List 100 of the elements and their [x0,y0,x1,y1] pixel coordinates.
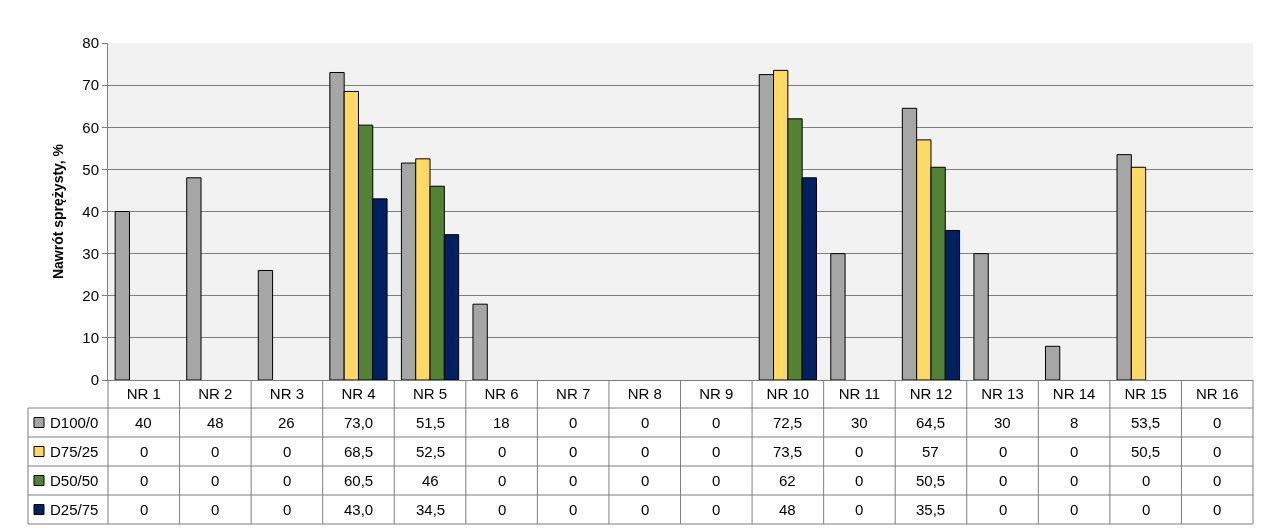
data-label: 40 [135,414,152,431]
x-tick-label: NR 13 [981,385,1024,402]
data-label: 0 [641,501,650,518]
data-label: 0 [641,414,650,431]
x-tick-label: NR 3 [269,385,304,402]
data-label: 0 [1213,472,1222,489]
x-tick-label: NR 2 [198,385,233,402]
data-label: 72,5 [773,414,803,431]
data-label: 34,5 [416,501,446,518]
x-tick-label: NR 10 [766,385,810,402]
data-label: 35,5 [916,501,946,518]
bar [114,211,130,380]
bar [1044,345,1061,380]
data-label: 8 [1070,414,1079,431]
data-label: 52,5 [416,443,446,460]
data-label: 64,5 [916,414,946,431]
data-label: 0 [569,414,578,431]
data-label: 0 [1142,472,1151,489]
data-label: 30 [851,414,868,431]
data-label: 0 [211,501,220,518]
data-label: 0 [1070,472,1079,489]
data-label: 73,5 [773,443,803,460]
legend-label: D100/0 [50,414,99,431]
data-label: 0 [211,472,220,489]
data-label: 26 [278,414,295,431]
x-tick-label: NR 9 [699,385,734,402]
legend-label: D75/25 [50,443,99,460]
data-label: 0 [712,501,721,518]
data-label: 48 [207,414,224,431]
data-label: 50,5 [1131,443,1161,460]
data-label: 0 [1070,443,1079,460]
data-label: 53,5 [1131,414,1161,431]
data-label: 51,5 [416,414,446,431]
data-label: 60,5 [344,472,374,489]
x-tick-label: NR 6 [484,385,519,402]
x-tick-label: NR 7 [556,385,591,402]
x-tick-label: NR 8 [627,385,662,402]
data-label: 0 [999,443,1008,460]
bar [186,177,202,380]
data-label: 18 [493,414,510,431]
data-label: 0 [712,443,721,460]
data-label: 0 [1142,501,1151,518]
y-tick-label: 60 [82,118,99,136]
y-tick-label: 30 [82,244,99,262]
y-tick-label: 10 [82,329,99,347]
data-label: 0 [498,501,507,518]
x-tick-label: NR 12 [909,385,953,402]
legend-label: D25/75 [50,501,99,518]
data-label: 0 [855,443,864,460]
data-label: 0 [855,501,864,518]
x-tick-label: NR 4 [341,385,376,402]
data-label: 0 [283,501,292,518]
y-tick-label: 50 [82,160,99,178]
data-label: 0 [569,501,578,518]
y-tick-label: 0 [90,371,99,389]
x-tick-label: NR 14 [1052,385,1096,402]
data-label: 0 [712,472,721,489]
data-label: 0 [712,414,721,431]
x-tick-label: NR 11 [838,385,881,402]
data-label: 68,5 [344,443,374,460]
x-tick-label: NR 15 [1124,385,1167,402]
x-tick-label: NR 5 [412,385,448,402]
y-tick-label: 80 [82,34,99,52]
data-label: 0 [140,501,149,518]
data-label: 62 [779,472,796,489]
data-label: 0 [1070,501,1079,518]
data-label: 0 [999,501,1008,518]
data-label: 0 [641,472,650,489]
bar [973,253,989,380]
data-label: 50,5 [916,472,946,489]
data-label: 0 [283,443,292,460]
data-label: 0 [641,443,650,460]
bar [830,253,846,380]
data-label: 0 [211,443,220,460]
data-label: 0 [283,472,292,489]
data-label: 30 [994,414,1011,431]
data-label: 0 [140,472,149,489]
data-label: 0 [1213,443,1222,460]
data-label: 0 [1213,414,1222,431]
bar [257,269,274,380]
data-label: 0 [569,443,578,460]
bar [472,303,488,380]
y-tick-label: 20 [82,287,99,304]
data-label: 0 [1213,501,1222,518]
data-label: 0 [999,472,1008,489]
x-tick-label: NR 1 [126,385,161,402]
x-tick-label: NR 16 [1195,385,1239,402]
data-label: 73,0 [344,414,374,431]
data-label: 43,0 [344,501,374,518]
y-tick-label: 70 [82,76,99,94]
data-label: 0 [498,443,507,460]
y-axis-title: Nawrót sprężysty, % [49,143,66,280]
legend-label: D50/50 [50,472,99,489]
data-label: 46 [422,472,439,489]
data-label: 0 [140,443,149,460]
data-label: 48 [779,501,796,518]
data-label: 0 [498,472,507,489]
data-label: 57 [922,443,939,460]
data-label: 0 [855,472,864,489]
data-label: 0 [569,472,578,489]
